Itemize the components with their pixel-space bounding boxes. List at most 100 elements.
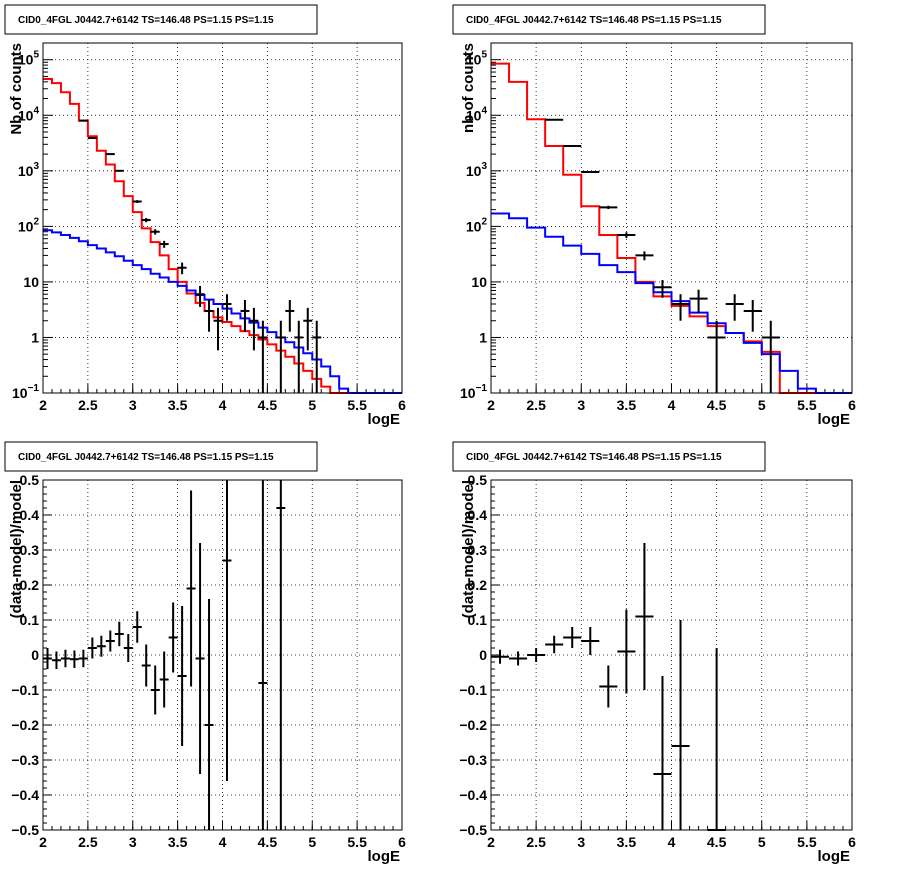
data-point <box>294 320 304 393</box>
y-tick-label: −0.2 <box>11 717 39 733</box>
x-tick-label: 3.5 <box>168 397 188 413</box>
x-tick-label: 3 <box>577 834 585 850</box>
data-point <box>599 205 618 210</box>
data-point <box>249 307 259 351</box>
data-point <box>276 320 286 393</box>
data-point <box>240 299 250 332</box>
residual-point <box>195 543 205 774</box>
residual-point <box>599 665 618 708</box>
y-tick-label: 1 <box>479 329 487 345</box>
y-tick-label: 0 <box>479 647 487 663</box>
residual-point <box>159 651 169 708</box>
y-tick-label: 0.4 <box>468 507 488 523</box>
x-tick-label: 3.5 <box>617 397 637 413</box>
data-point <box>177 262 187 275</box>
data-point <box>258 320 268 393</box>
y-tick-label: 104 <box>466 105 488 123</box>
x-tick-label: 2.5 <box>526 397 546 413</box>
y-tick-label: 103 <box>466 161 488 179</box>
data-point <box>303 307 313 351</box>
data-point <box>689 289 708 313</box>
x-tick-label: 4.5 <box>258 834 278 850</box>
y-tick-label: 104 <box>18 105 40 123</box>
x-tick-label: 4 <box>668 834 676 850</box>
x-tick-label: 5.5 <box>347 834 367 850</box>
data-point <box>195 285 205 307</box>
y-tick-label: 10−1 <box>12 383 39 401</box>
x-tick-label: 6 <box>848 834 856 850</box>
residual-point <box>276 480 286 830</box>
y-tick-label: 0 <box>31 647 39 663</box>
x-tick-label: 4.5 <box>707 834 727 850</box>
residual-point <box>563 627 582 648</box>
data-point <box>671 294 690 321</box>
data-point <box>743 299 762 332</box>
y-tick-label: −0.2 <box>459 717 487 733</box>
x-tick-label: 5.5 <box>347 397 367 413</box>
x-tick-label: 5 <box>308 397 316 413</box>
y-tick-label: 1 <box>31 329 39 345</box>
panel-title: CID0_4FGL J0442.7+6142 TS=146.48 PS=1.15… <box>466 452 722 463</box>
data-point <box>132 200 142 204</box>
residual-point <box>150 665 160 715</box>
histogram-series <box>43 229 402 394</box>
data-point <box>312 320 322 393</box>
residual-point <box>222 480 232 781</box>
plot-frame <box>490 42 853 394</box>
y-axis-label: (data-model)/model <box>8 480 25 618</box>
x-axis-label: logE <box>818 411 851 428</box>
x-axis-label: logE <box>818 848 851 865</box>
x-tick-label: 2 <box>39 397 47 413</box>
histogram-series <box>491 212 852 394</box>
residual-point <box>653 676 672 830</box>
residual-point <box>69 650 79 668</box>
y-tick-label: 0.3 <box>20 542 40 558</box>
x-tick-label: 2.5 <box>526 834 546 850</box>
data-point <box>581 171 600 174</box>
y-tick-label: 0.3 <box>468 542 488 558</box>
x-tick-label: 3 <box>129 834 137 850</box>
y-tick-label: 0.5 <box>468 472 488 488</box>
residual-point <box>204 599 214 830</box>
x-tick-label: 3 <box>129 397 137 413</box>
panel-title: CID0_4FGL J0442.7+6142 TS=146.48 PS=1.15… <box>466 15 722 26</box>
x-axis-label: logE <box>368 411 401 428</box>
plot-frame <box>42 42 403 394</box>
x-tick-label: 5.5 <box>797 397 817 413</box>
x-tick-label: 5 <box>758 834 766 850</box>
x-tick-label: 6 <box>848 397 856 413</box>
y-tick-label: −0.1 <box>11 682 39 698</box>
x-tick-label: 4 <box>219 397 227 413</box>
data-point <box>78 119 88 122</box>
plot-frame <box>490 479 853 831</box>
data-point <box>653 279 672 298</box>
data-point <box>707 320 726 393</box>
residual-point <box>141 644 151 687</box>
residual-point <box>671 620 690 830</box>
residual-point <box>105 630 115 652</box>
residual-point <box>545 635 564 654</box>
y-tick-label: 0.1 <box>468 612 488 628</box>
residual-point <box>581 627 600 655</box>
x-tick-label: 4.5 <box>707 397 727 413</box>
plot-frame <box>42 479 403 831</box>
residual-point <box>132 611 142 643</box>
y-tick-label: −0.4 <box>459 787 487 803</box>
data-point <box>617 232 636 239</box>
y-tick-label: 0.2 <box>20 577 40 593</box>
title-box <box>4 4 318 35</box>
x-tick-label: 4 <box>219 834 227 850</box>
y-tick-label: 10 <box>471 274 487 290</box>
y-tick-label: 103 <box>18 161 40 179</box>
x-tick-label: 3.5 <box>168 834 188 850</box>
x-tick-label: 2.5 <box>78 834 98 850</box>
residual-point <box>43 648 52 669</box>
x-tick-label: 5.5 <box>797 834 817 850</box>
residual-point <box>186 490 196 687</box>
y-tick-label: −0.3 <box>11 752 39 768</box>
y-tick-label: 10 <box>23 274 39 290</box>
residual-point <box>114 621 124 647</box>
data-point <box>105 153 115 156</box>
y-tick-label: 0.5 <box>20 472 40 488</box>
